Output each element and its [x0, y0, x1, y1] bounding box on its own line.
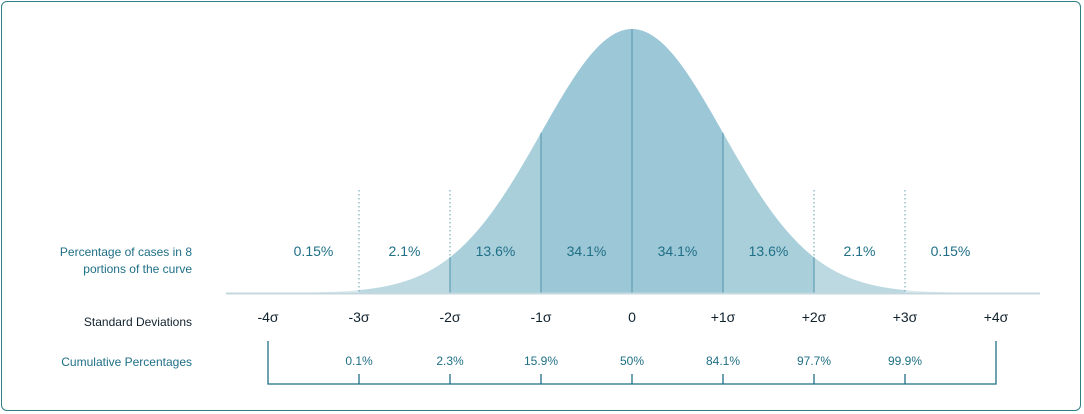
cumulative-label: 15.9% [524, 354, 558, 368]
segment-percentages: 0.15% 2.1% 13.6% 34.1% 34.1% 13.6% 2.1% 0.15% [294, 243, 971, 259]
curve-segment-minus2-to-minus1 [450, 132, 541, 293]
sd-tick-label: 0 [628, 309, 636, 325]
curve-segment-plus3-to-plus4 [905, 290, 1051, 293]
curve-segment-plus2-to-plus3 [814, 257, 905, 293]
curve-segment-minus4-to-minus3 [213, 290, 359, 293]
curve-segment-minus3-to-minus2 [359, 257, 450, 293]
curve-segment-minus1-to-zero0 [541, 29, 632, 293]
cumulative-label: 2.3% [436, 354, 464, 368]
cumulative-label: 99.9% [888, 354, 922, 368]
standard-deviations-row-label: Standard Deviations [83, 315, 192, 329]
segment-percentage-label: 34.1% [658, 243, 698, 259]
segment-percentage-label: 2.1% [844, 243, 876, 259]
sd-tick-label: -1σ [530, 309, 551, 325]
sd-tick-label: +2σ [802, 309, 827, 325]
percentages-row-label: Percentage of cases in 8 portions of the… [59, 245, 192, 276]
curve-segment-zero0-to-plus1 [632, 29, 723, 293]
segment-percentage-label: 13.6% [749, 243, 789, 259]
sd-tick-label: +4σ [984, 309, 1009, 325]
cumulative-label: 0.1% [345, 354, 373, 368]
sigma-dividers [358, 29, 906, 293]
segment-percentage-label: 13.6% [476, 243, 516, 259]
sd-tick-label: +3σ [893, 309, 918, 325]
segment-percentage-label: 0.15% [294, 243, 334, 259]
sd-tick-label: +1σ [711, 309, 736, 325]
segment-percentage-label: 0.15% [931, 243, 971, 259]
sd-tick-label: -2σ [439, 309, 460, 325]
cumulative-label: 97.7% [797, 354, 831, 368]
cumulative-label: 50% [620, 354, 644, 368]
curve-area [213, 29, 1051, 293]
segment-percentage-label: 34.1% [567, 243, 607, 259]
cumulative-label: 84.1% [706, 354, 740, 368]
sd-tick-label: -4σ [257, 309, 278, 325]
cumulative-percentages-row-label: Cumulative Percentages [61, 355, 192, 369]
curve-segment-plus1-to-plus2 [723, 132, 814, 293]
sd-tick-label: -3σ [348, 309, 369, 325]
standard-deviation-labels: -4σ -3σ -2σ -1σ 0 +1σ +2σ +3σ +4σ [257, 309, 1008, 325]
cumulative-percentages: 0.1% 2.3% 15.9% 50% 84.1% 97.7% 99.9% [267, 341, 997, 385]
segment-percentage-label: 2.1% [389, 243, 421, 259]
